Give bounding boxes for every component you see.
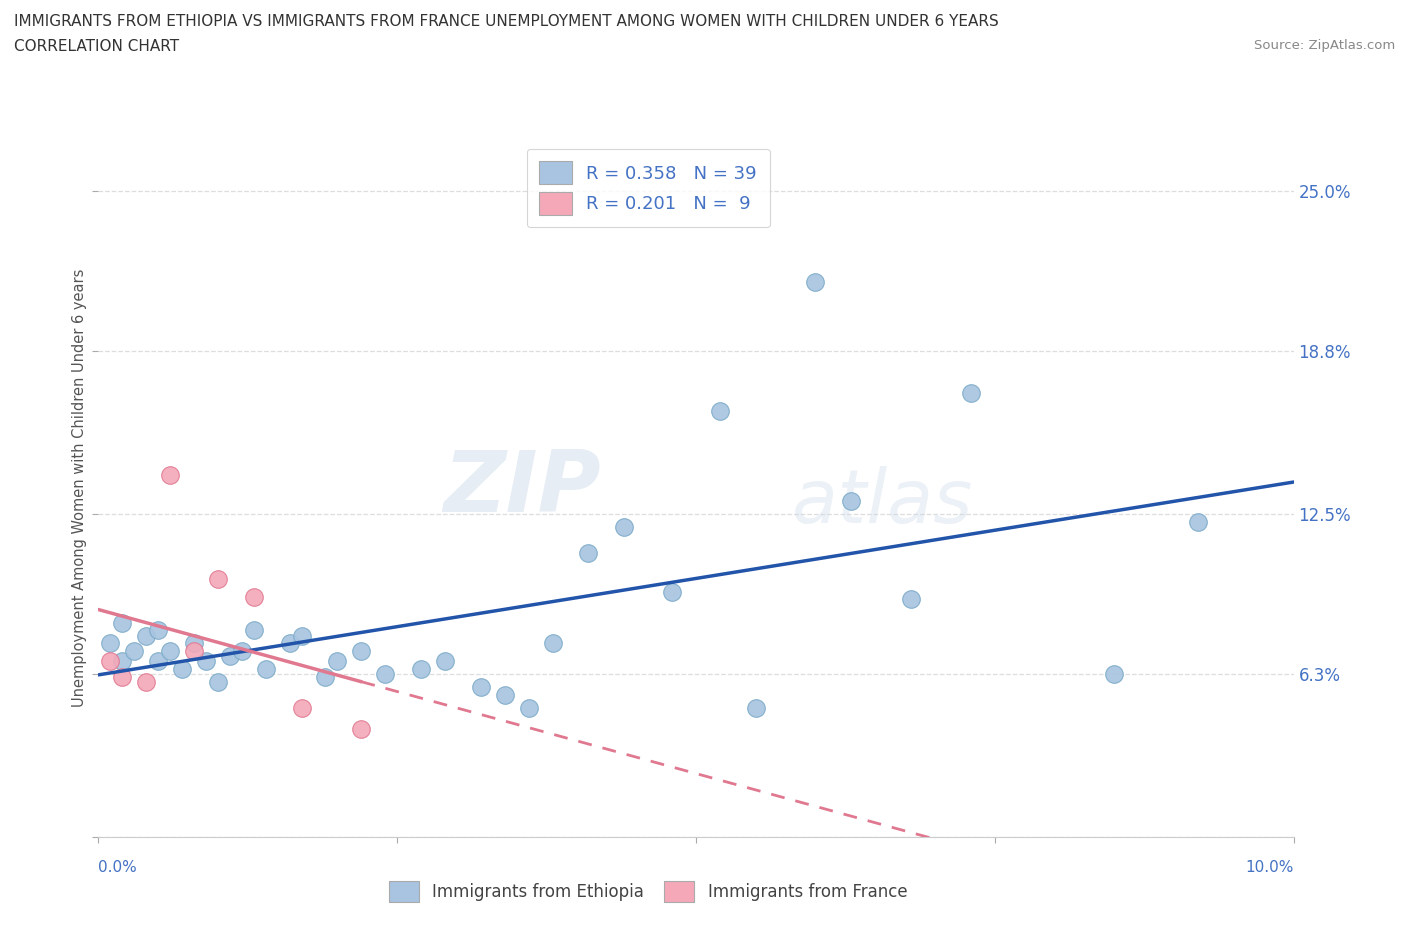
Point <box>900 591 922 606</box>
Point <box>411 661 433 676</box>
Point <box>434 654 457 669</box>
Point <box>541 636 564 651</box>
Point <box>195 654 218 669</box>
Point <box>1187 514 1209 529</box>
Point <box>124 644 146 658</box>
Point <box>960 385 983 400</box>
Point <box>111 654 134 669</box>
Text: IMMIGRANTS FROM ETHIOPIA VS IMMIGRANTS FROM FRANCE UNEMPLOYMENT AMONG WOMEN WITH: IMMIGRANTS FROM ETHIOPIA VS IMMIGRANTS F… <box>14 14 998 29</box>
Point <box>661 584 683 599</box>
Point <box>111 670 134 684</box>
Point <box>1104 667 1126 682</box>
Point <box>111 615 134 630</box>
Point <box>100 654 122 669</box>
Point <box>709 404 731 418</box>
Point <box>159 644 181 658</box>
Point <box>148 623 170 638</box>
Point <box>219 649 242 664</box>
Point <box>291 628 314 643</box>
Point <box>745 700 768 715</box>
Text: ZIP: ZIP <box>443 446 600 530</box>
Point <box>578 545 600 560</box>
Point <box>231 644 253 658</box>
Text: 0.0%: 0.0% <box>98 860 138 875</box>
Point <box>315 670 337 684</box>
Point <box>172 661 194 676</box>
Point <box>159 468 181 483</box>
Point <box>613 520 636 535</box>
Point <box>135 674 157 689</box>
Point <box>243 623 266 638</box>
Legend: Immigrants from Ethiopia, Immigrants from France: Immigrants from Ethiopia, Immigrants fro… <box>382 874 914 909</box>
Point <box>804 274 827 289</box>
Point <box>841 494 863 509</box>
Point <box>207 571 229 586</box>
Point <box>278 636 301 651</box>
Point <box>183 636 205 651</box>
Point <box>291 700 314 715</box>
Text: Source: ZipAtlas.com: Source: ZipAtlas.com <box>1254 39 1395 52</box>
Point <box>350 644 373 658</box>
Point <box>243 590 266 604</box>
Point <box>350 721 373 736</box>
Point <box>148 654 170 669</box>
Point <box>517 700 540 715</box>
Point <box>254 661 277 676</box>
Point <box>183 644 205 658</box>
Text: CORRELATION CHART: CORRELATION CHART <box>14 39 179 54</box>
Point <box>100 636 122 651</box>
Y-axis label: Unemployment Among Women with Children Under 6 years: Unemployment Among Women with Children U… <box>72 269 87 708</box>
Point <box>207 674 229 689</box>
Point <box>326 654 349 669</box>
Text: 10.0%: 10.0% <box>1246 860 1294 875</box>
Text: atlas: atlas <box>792 466 973 538</box>
Point <box>135 628 157 643</box>
Point <box>470 680 492 695</box>
Point <box>494 687 516 702</box>
Point <box>374 667 396 682</box>
